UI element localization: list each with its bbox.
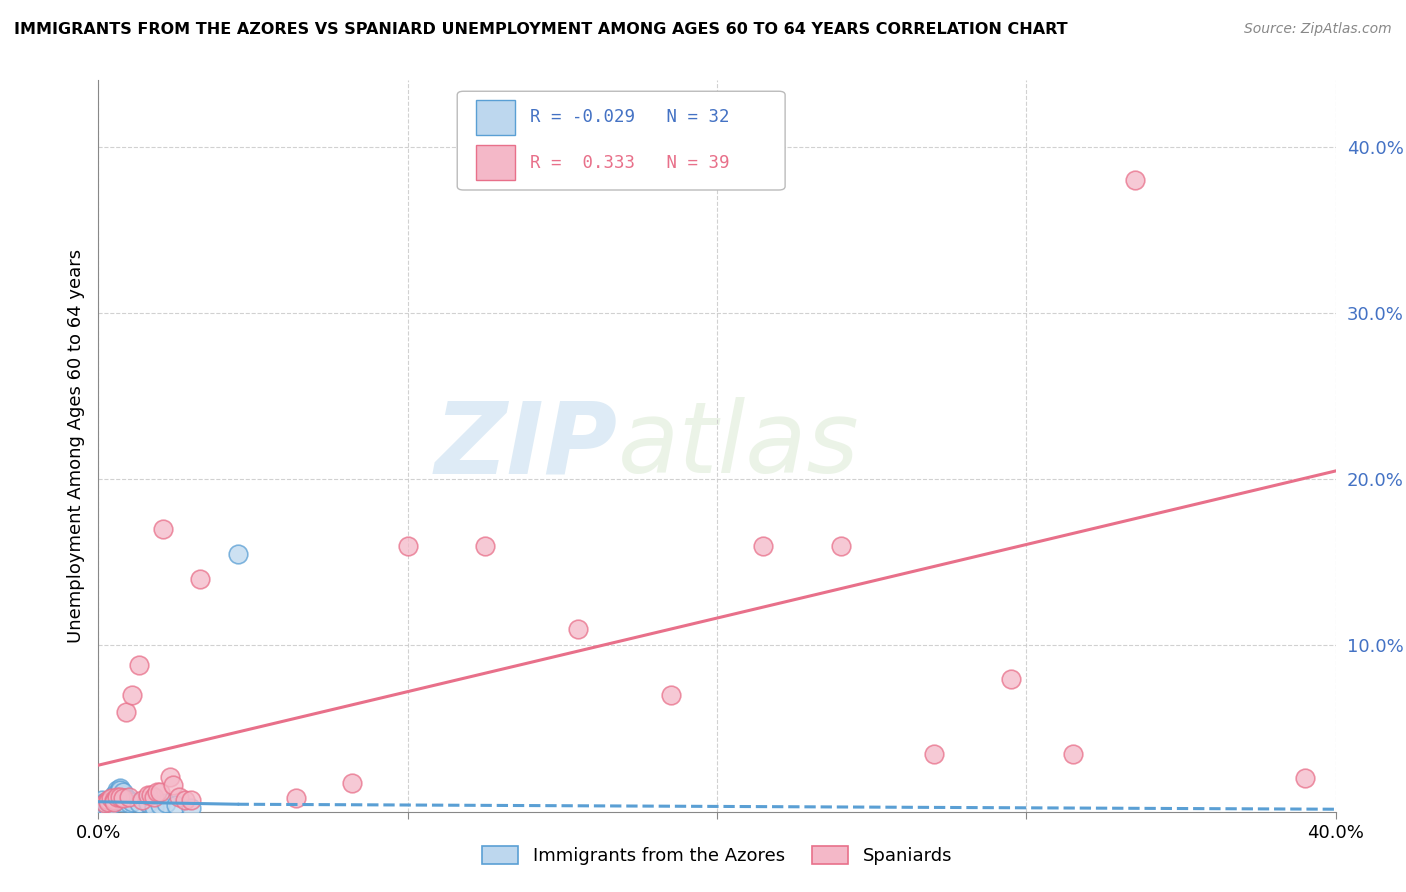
Point [162,778,184,792]
Point [1062,747,1084,761]
Point [97,797,120,811]
Point [167,789,190,804]
Point [1294,772,1316,786]
Point [180,793,202,807]
Point [105,783,128,797]
Point [165,798,187,813]
Point [108,783,131,797]
Point [136,788,159,802]
Point [100,791,122,805]
Point [180,801,202,815]
Point [118,797,141,811]
Text: R = -0.029   N = 32: R = -0.029 N = 32 [530,108,730,126]
Point [105,789,128,804]
Point [830,539,852,553]
Point [136,797,159,811]
Point [100,798,122,813]
Y-axis label: Unemployment Among Ages 60 to 64 years: Unemployment Among Ages 60 to 64 years [66,249,84,643]
Point [128,658,150,673]
Point [285,791,308,805]
Point [1123,173,1146,187]
Point [97,793,120,807]
Point [131,793,153,807]
Point [103,795,125,809]
Point [93,797,115,811]
Text: R =  0.333   N = 39: R = 0.333 N = 39 [530,154,730,172]
Point [112,785,135,799]
Point [112,795,135,809]
Point [93,797,115,811]
Point [474,539,496,553]
Point [190,572,212,586]
Point [121,689,143,703]
Point [146,785,169,799]
Point [155,797,177,811]
Point [128,797,150,811]
Point [174,793,197,807]
FancyBboxPatch shape [475,145,516,180]
Point [108,781,131,796]
Point [340,776,363,790]
Point [115,705,138,719]
Point [567,622,589,636]
FancyBboxPatch shape [457,91,785,190]
Point [97,801,120,815]
Point [103,793,125,807]
Point [1000,672,1022,686]
Point [396,539,419,553]
Point [105,787,128,801]
Legend: Immigrants from the Azores, Spaniards: Immigrants from the Azores, Spaniards [475,838,959,872]
Point [143,789,166,804]
Point [97,799,120,814]
Point [226,547,249,561]
Point [93,799,115,814]
Point [922,747,945,761]
Point [103,791,125,805]
Point [90,793,112,807]
Point [115,791,138,805]
Text: IMMIGRANTS FROM THE AZORES VS SPANIARD UNEMPLOYMENT AMONG AGES 60 TO 64 YEARS CO: IMMIGRANTS FROM THE AZORES VS SPANIARD U… [14,22,1067,37]
Point [103,793,125,807]
Point [97,795,120,809]
Point [152,522,174,536]
Point [118,793,141,807]
Point [159,770,181,784]
Point [118,789,141,804]
Point [112,791,135,805]
Point [108,789,131,804]
Text: ZIP: ZIP [434,398,619,494]
FancyBboxPatch shape [475,100,516,135]
Point [143,799,166,814]
Point [149,785,172,799]
Point [752,539,775,553]
Text: atlas: atlas [619,398,859,494]
Point [103,788,125,802]
Point [139,788,162,802]
Point [105,789,128,804]
Point [93,795,115,809]
Point [659,689,682,703]
Text: Source: ZipAtlas.com: Source: ZipAtlas.com [1244,22,1392,37]
Point [121,795,143,809]
Point [100,795,122,809]
Point [149,798,172,813]
Point [100,793,122,807]
